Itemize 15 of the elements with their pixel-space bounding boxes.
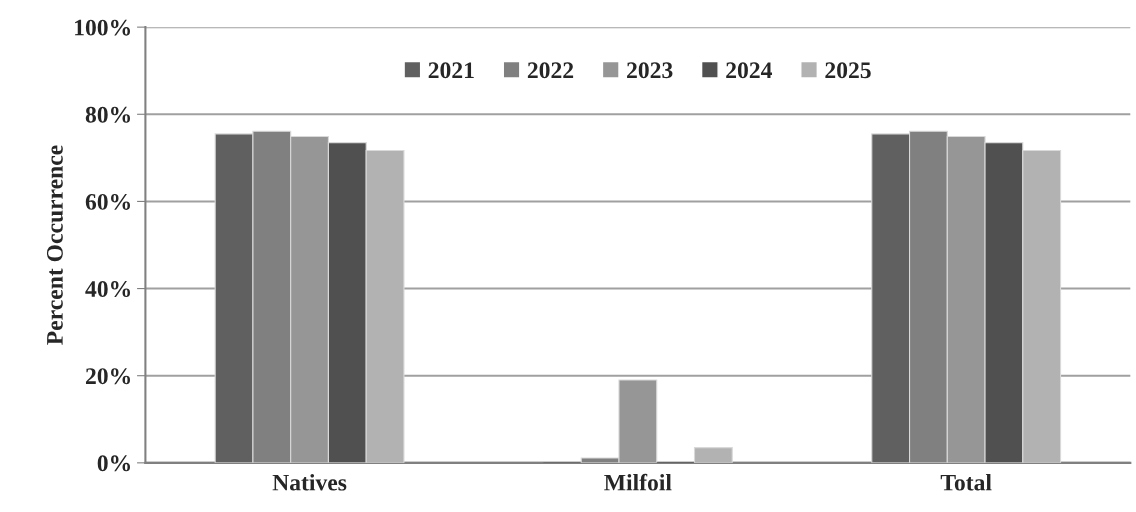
x-tick-label: Milfoil xyxy=(604,473,672,491)
legend-label: 2022 xyxy=(527,62,574,79)
legend-label: 2023 xyxy=(627,62,673,79)
y-tick-label: 80% xyxy=(85,106,130,123)
x-tick-label: Total xyxy=(940,473,992,491)
y-tick-label: 100% xyxy=(75,19,130,36)
y-tick-label: 0% xyxy=(97,455,130,472)
legend-label: 2025 xyxy=(825,62,871,79)
legend-label: 2024 xyxy=(726,62,773,79)
legend-label: 2021 xyxy=(428,62,474,79)
y-tick-label: 40% xyxy=(85,281,130,298)
y-tick-label: 60% xyxy=(85,193,130,210)
x-tick-label: Natives xyxy=(272,473,347,491)
y-tick-label: 20% xyxy=(85,368,130,385)
y-axis-title: Percent Occurrence xyxy=(46,145,63,345)
